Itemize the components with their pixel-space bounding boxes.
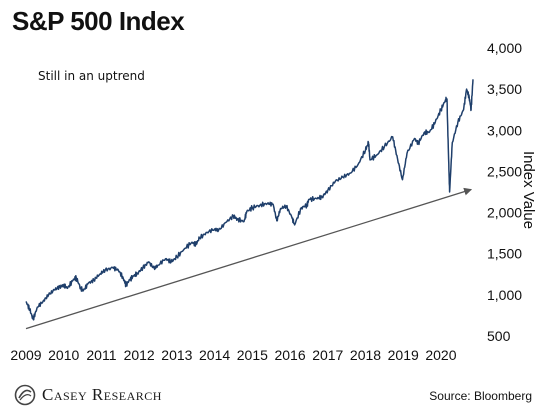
logo-text: Casey Research (42, 385, 162, 404)
trend-arrow (25, 187, 473, 330)
x-tick-label: 2018 (350, 347, 381, 363)
x-tick-label: 2013 (161, 347, 192, 363)
x-tick-label: 2014 (199, 347, 230, 363)
x-tick-label: 2012 (124, 347, 155, 363)
x-tick-label: 2016 (274, 347, 305, 363)
x-tick-label: 2017 (312, 347, 343, 363)
x-tick-label: 2019 (388, 347, 419, 363)
casey-research-logo: Casey Research (14, 382, 162, 408)
x-tick-label: 2009 (10, 347, 41, 363)
y-tick-label: 4,000 (487, 40, 522, 56)
y-tick-label: 2,000 (487, 205, 522, 221)
y-axis-label: Index Value (520, 151, 537, 229)
y-tick-label: 1,500 (487, 246, 522, 262)
y-tick-label: 2,500 (487, 163, 522, 179)
y-tick-label: 3,500 (487, 81, 522, 97)
x-tick-label: 2011 (86, 347, 116, 363)
x-tick-label: 2010 (48, 347, 79, 363)
x-tick-label: 2020 (425, 347, 456, 363)
source-note: Source: Bloomberg (429, 389, 532, 403)
series-line-0 (25, 79, 474, 321)
y-tick-label: 1,000 (487, 287, 522, 303)
logo-icon (14, 384, 36, 406)
chart-title: S&P 500 Index (12, 6, 185, 36)
y-tick-label: 500 (487, 328, 511, 344)
x-tick-label: 2015 (237, 347, 268, 363)
y-tick-label: 3,000 (487, 122, 522, 138)
chart-annotation: Still in an uptrend (38, 69, 145, 83)
